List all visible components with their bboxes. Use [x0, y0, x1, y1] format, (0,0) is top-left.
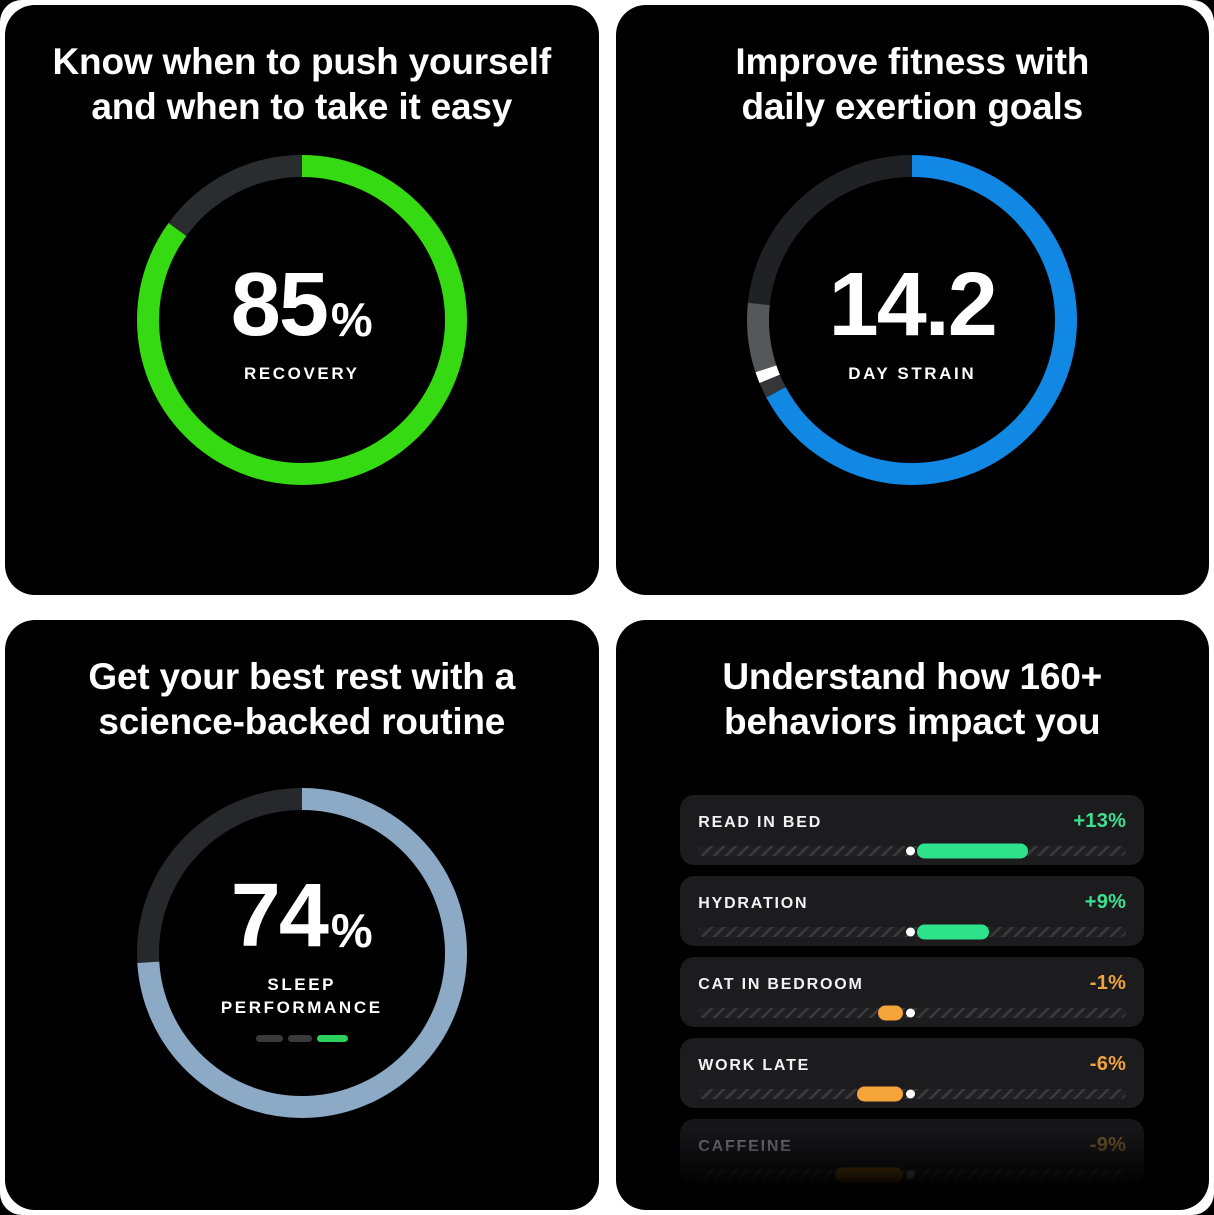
behaviors-title-line1: Understand how 160+: [722, 656, 1103, 697]
behavior-label: CAT IN BEDROOM: [698, 976, 864, 994]
behavior-head: CAT IN BEDROOM -1%: [698, 972, 1126, 995]
behavior-head: HYDRATION +9%: [698, 891, 1126, 914]
behavior-row-work-late: WORK LATE -6%: [680, 1038, 1145, 1109]
sleep-stage-pills: [255, 1034, 348, 1042]
sleep-stage-pill: [287, 1034, 312, 1042]
behavior-bar: [856, 1086, 903, 1102]
behavior-track: [698, 1167, 1127, 1183]
recovery-percent-sign: %: [330, 293, 373, 347]
recovery-label: RECOVERY: [243, 364, 360, 384]
strain-card-title: Improve fitness with daily exertion goal…: [626, 39, 1200, 129]
sleep-stage-pill: [255, 1034, 283, 1042]
ring-progress: [136, 788, 467, 1119]
strain-card: Improve fitness with daily exertion goal…: [615, 5, 1209, 595]
behavior-row-hydration: HYDRATION +9%: [680, 876, 1145, 947]
behavior-label: READ IN BED: [698, 814, 823, 832]
behavior-track: [698, 924, 1127, 940]
behaviors-card: Understand how 160+ behaviors impact you…: [615, 620, 1209, 1210]
behavior-head: CAFFEINE -9%: [698, 1134, 1126, 1157]
ring-progress: [136, 155, 467, 486]
sleep-label: SLEEP PERFORMANCE: [221, 974, 383, 1020]
recovery-title-line2: and when to take it easy: [91, 86, 513, 128]
recovery-title-line1: Know when to push yourself: [52, 41, 552, 82]
sleep-label-line1: SLEEP: [267, 974, 337, 994]
strain-number: 14.2: [828, 255, 998, 356]
strain-label: DAY STRAIN: [848, 364, 977, 384]
behavior-delta: -6%: [1089, 1053, 1127, 1076]
behavior-baseline-dot: [905, 1170, 915, 1180]
strain-gauge-center: 14.2 DAY STRAIN: [747, 155, 1077, 485]
behavior-delta: -1%: [1089, 972, 1127, 995]
sleep-card-title: Get your best rest with a science-backed…: [15, 654, 589, 744]
behavior-bar: [878, 1005, 903, 1021]
ring-upper-band: [747, 155, 1078, 486]
sleep-ring: [136, 788, 467, 1119]
behavior-row-caffeine: CAFFEINE -9%: [680, 1119, 1145, 1190]
behavior-row-read-in-bed: READ IN BED +13%: [680, 795, 1145, 866]
behavior-label: CAFFEINE: [698, 1138, 793, 1156]
behaviors-card-title: Understand how 160+ behaviors impact you: [626, 654, 1200, 744]
behavior-bar: [835, 1167, 903, 1183]
behavior-baseline-dot: [905, 1008, 915, 1018]
strain-value: 14.2: [828, 255, 998, 356]
sleep-gauge: 74 % SLEEP PERFORMANCE: [136, 788, 467, 1119]
sleep-percent-sign: %: [330, 903, 373, 957]
behavior-head: READ IN BED +13%: [698, 810, 1126, 833]
sleep-number: 74: [230, 865, 329, 966]
recovery-ring: [136, 155, 467, 486]
recovery-number: 85: [230, 255, 329, 356]
sleep-label-line2: PERFORMANCE: [220, 997, 383, 1017]
behavior-bar: [916, 924, 990, 940]
behavior-delta: +9%: [1084, 891, 1127, 914]
sleep-card: Get your best rest with a science-backed…: [5, 620, 599, 1210]
behavior-delta: +13%: [1073, 810, 1127, 833]
recovery-gauge: 85 % RECOVERY: [136, 155, 467, 486]
behavior-rows: READ IN BED +13% HYDRATION +9%: [680, 795, 1145, 1190]
behavior-head: WORK LATE -6%: [698, 1053, 1126, 1076]
behavior-baseline-dot: [905, 1089, 915, 1099]
sleep-stage-pill: [316, 1034, 348, 1042]
behavior-track: [698, 1086, 1127, 1102]
recovery-card-title: Know when to push yourself and when to t…: [15, 39, 589, 129]
behavior-label: WORK LATE: [698, 1057, 811, 1075]
behavior-row-cat-in-bedroom: CAT IN BEDROOM -1%: [680, 957, 1145, 1028]
behavior-delta: -9%: [1089, 1134, 1127, 1157]
behavior-label: HYDRATION: [698, 895, 809, 913]
behavior-bar: [916, 843, 1028, 859]
recovery-value: 85 %: [231, 260, 373, 350]
behavior-baseline-dot: [905, 927, 915, 937]
recovery-gauge-center: 85 % RECOVERY: [137, 155, 467, 485]
sleep-gauge-center: 74 % SLEEP PERFORMANCE: [137, 788, 467, 1118]
strain-title-line1: Improve fitness with: [735, 41, 1090, 82]
sleep-title-line2: science-backed routine: [98, 701, 506, 743]
behavior-baseline-dot: [905, 846, 915, 856]
ring-progress: [747, 155, 1078, 486]
strain-title-line2: daily exertion goals: [741, 86, 1084, 128]
strain-gauge: 14.2 DAY STRAIN: [747, 155, 1078, 486]
sleep-value: 74 %: [231, 871, 373, 961]
recovery-card: Know when to push yourself and when to t…: [5, 5, 599, 595]
behavior-track: [698, 1005, 1127, 1021]
strain-ring: [747, 155, 1078, 486]
behavior-track: [698, 843, 1127, 859]
sleep-title-line1: Get your best rest with a: [88, 656, 516, 697]
behaviors-title-line2: behaviors impact you: [724, 701, 1101, 743]
